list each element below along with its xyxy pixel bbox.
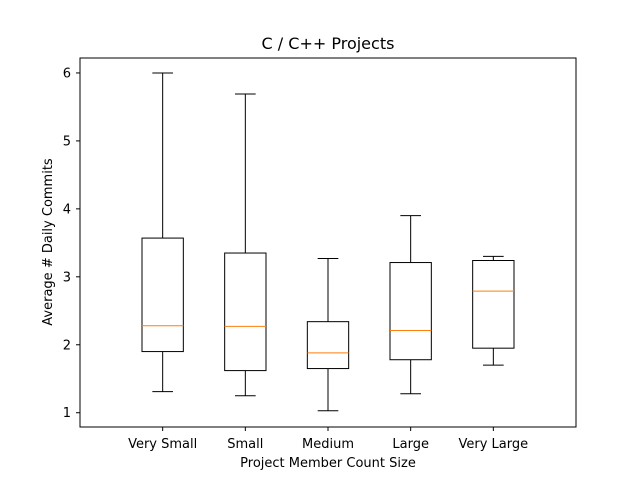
x-tick-label: Medium (302, 437, 354, 452)
x-axis-label: Project Member Count Size (240, 456, 416, 471)
x-axis: Very Small Small Medium Large Very Large (128, 427, 528, 452)
box-iqr (306, 321, 350, 370)
box-iqr (389, 262, 432, 361)
box-plots (141, 72, 515, 412)
y-axis-label: Average # Daily Commits (41, 158, 56, 326)
box-iqr (224, 252, 267, 372)
x-tick-label: Large (392, 437, 429, 452)
box-iqr (141, 237, 184, 353)
y-axis: 1 2 3 4 5 6 (63, 66, 80, 421)
x-tick-label: Small (227, 437, 263, 452)
y-tick-label: 2 (63, 338, 71, 353)
box-iqr (472, 260, 515, 349)
y-tick-label: 4 (63, 202, 71, 217)
x-tick-label: Very Small (128, 437, 197, 452)
y-tick-label: 3 (63, 270, 71, 285)
x-tick-label: Very Large (459, 437, 529, 452)
chart-title: C / C++ Projects (262, 34, 395, 53)
y-tick-label: 5 (63, 134, 71, 149)
y-tick-label: 6 (63, 66, 71, 81)
y-tick-label: 1 (63, 406, 71, 421)
